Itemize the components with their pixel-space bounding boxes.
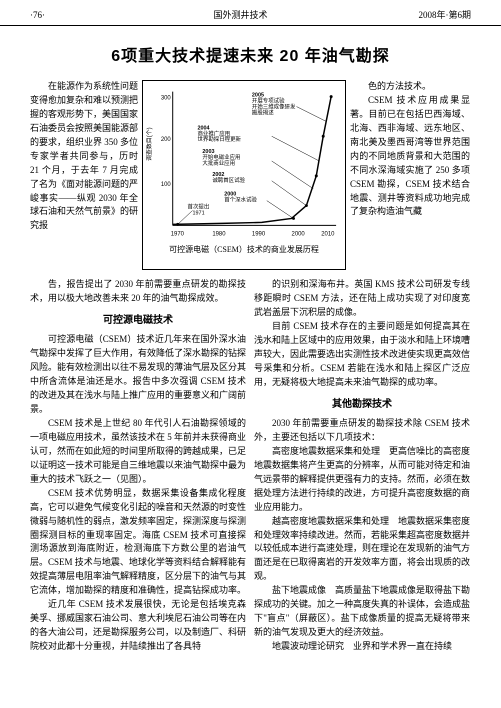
svg-text:开展专项试验: 开展专项试验	[252, 97, 285, 105]
rb-p6: 盐下地震成像 高质量盐下地震成像是取得盐下勘探成功的关键。加之一种高度失真的补误…	[254, 584, 470, 640]
rt-p2: CSEM 技术应用成果显著。目前已在包括巴西海域、北海、西非海域、远东地区、南北…	[350, 94, 470, 219]
rb-p3: 2030 年前需要重点研发的勘探技术除 CSEM 技术外，主要还包括以下几项技术…	[254, 417, 470, 445]
svg-text:200: 200	[161, 137, 172, 143]
svg-text:诚聘首区试验: 诚聘首区试验	[212, 176, 245, 184]
section-other: 其他勘探技术	[254, 397, 470, 413]
svg-text:2010: 2010	[321, 231, 335, 237]
chart-caption: 可控源电磁（CSEM）技术的商业发展历程	[143, 245, 345, 255]
svg-text:首次提出: 首次提出	[188, 203, 210, 211]
svg-text:1971: 1971	[193, 210, 205, 216]
intro-paragraph: 在能源作为系统性问题变得愈加复杂和难以预测把握的客观形势下，美国国家石油委员会按…	[30, 80, 138, 233]
left-bottom-column: 告，报告提出了 2030 年前需要重点研发的勘探技术，用以极大地改善未来 20 …	[30, 278, 246, 654]
svg-text:大批商业应用: 大批商业应用	[202, 159, 235, 167]
svg-text:调查数目(个): 调查数目(个)	[145, 127, 153, 161]
rt-p1: 色的方法技术。	[350, 80, 470, 94]
journal-title: 国外测井技术	[90, 8, 391, 21]
rb-p4: 高密度地震数据采集和处理 更高信噪比的高密度地震数据集将产生更高的分辨率，从而可…	[254, 445, 470, 515]
lb-p1: 告，报告提出了 2030 年前需要重点研发的勘探技术，用以极大地改善未来 20 …	[30, 278, 246, 306]
article-title: 6项重大技术提速未来 20 年油气勘探	[0, 42, 501, 66]
svg-text:开始三维成像研发: 开始三维成像研发	[252, 103, 296, 111]
rb-p2: 目前 CSEM 技术存在的主要问题是如何提高其在浅水和陆上区域中的应用效果，由于…	[254, 320, 470, 390]
svg-text:100: 100	[161, 182, 172, 188]
section-csem: 可控源电磁技术	[30, 313, 246, 329]
lb-p5: 近几年 CSEM 技术发展很快，无论是包括埃克森美孚、挪威国家石油公司、意大利埃…	[30, 598, 246, 654]
svg-text:1970: 1970	[171, 231, 185, 237]
right-top-column: 色的方法技术。 CSEM 技术应用成果显著。目前已在包括巴西海域、北海、西非海域…	[350, 80, 470, 219]
chart-svg: 调查数目(个) 300 200 100 1970 2010 1980 1990 …	[143, 81, 345, 241]
rb-p7: 地震波动理论研究 业界和学术界一直在持续	[254, 640, 470, 654]
rb-p1: 的识别和深海布井。英国 KMS 技术公司研发专线移距瞬时 CSEM 方法，还在陆…	[254, 278, 470, 320]
svg-text:1990: 1990	[252, 231, 266, 237]
right-bottom-column: 的识别和深海布井。英国 KMS 技术公司研发专线移距瞬时 CSEM 方法，还在陆…	[254, 278, 470, 654]
rb-p5: 越高密度地震数据采集和处理 地震数据采集密度和处理效率持续改进。然而，若能采集超…	[254, 515, 470, 585]
svg-text:300: 300	[161, 96, 172, 102]
svg-text:2000: 2000	[292, 231, 306, 237]
lb-p3: CSEM 技术是上世纪 80 年代引人石油勘探领域的一项电磁应用技术，虽然该技术…	[30, 417, 246, 487]
page-number: ·76·	[30, 10, 90, 20]
lb-p2: 可控源电磁（CSEM）技术近几年来在国外深水油气勘探中发挥了巨大作用，有效降低了…	[30, 333, 246, 417]
issue-info: 2008年·第6期	[391, 8, 471, 21]
svg-text:搬股揭述: 搬股揭述	[252, 108, 274, 116]
svg-text:开始电磁业应用: 开始电磁业应用	[202, 153, 240, 161]
lb-p4: CSEM 技术优势明显，数据采集设备集成化程度高，它可以避免气候变化引起的噪音和…	[30, 487, 246, 599]
svg-text:首个深水试验: 首个深水试验	[224, 196, 257, 204]
svg-text:1980: 1980	[212, 231, 226, 237]
page-header: ·76· 国外测井技术 2008年·第6期	[0, 0, 501, 26]
csem-chart: 调查数目(个) 300 200 100 1970 2010 1980 1990 …	[142, 80, 346, 270]
svg-text:世界勘探日程更新: 世界勘探日程更新	[197, 135, 241, 143]
left-top-column: 在能源作为系统性问题变得愈加复杂和难以预测把握的客观形势下，美国国家石油委员会按…	[30, 80, 138, 233]
svg-text:商业推广应用: 商业推广应用	[197, 129, 230, 137]
